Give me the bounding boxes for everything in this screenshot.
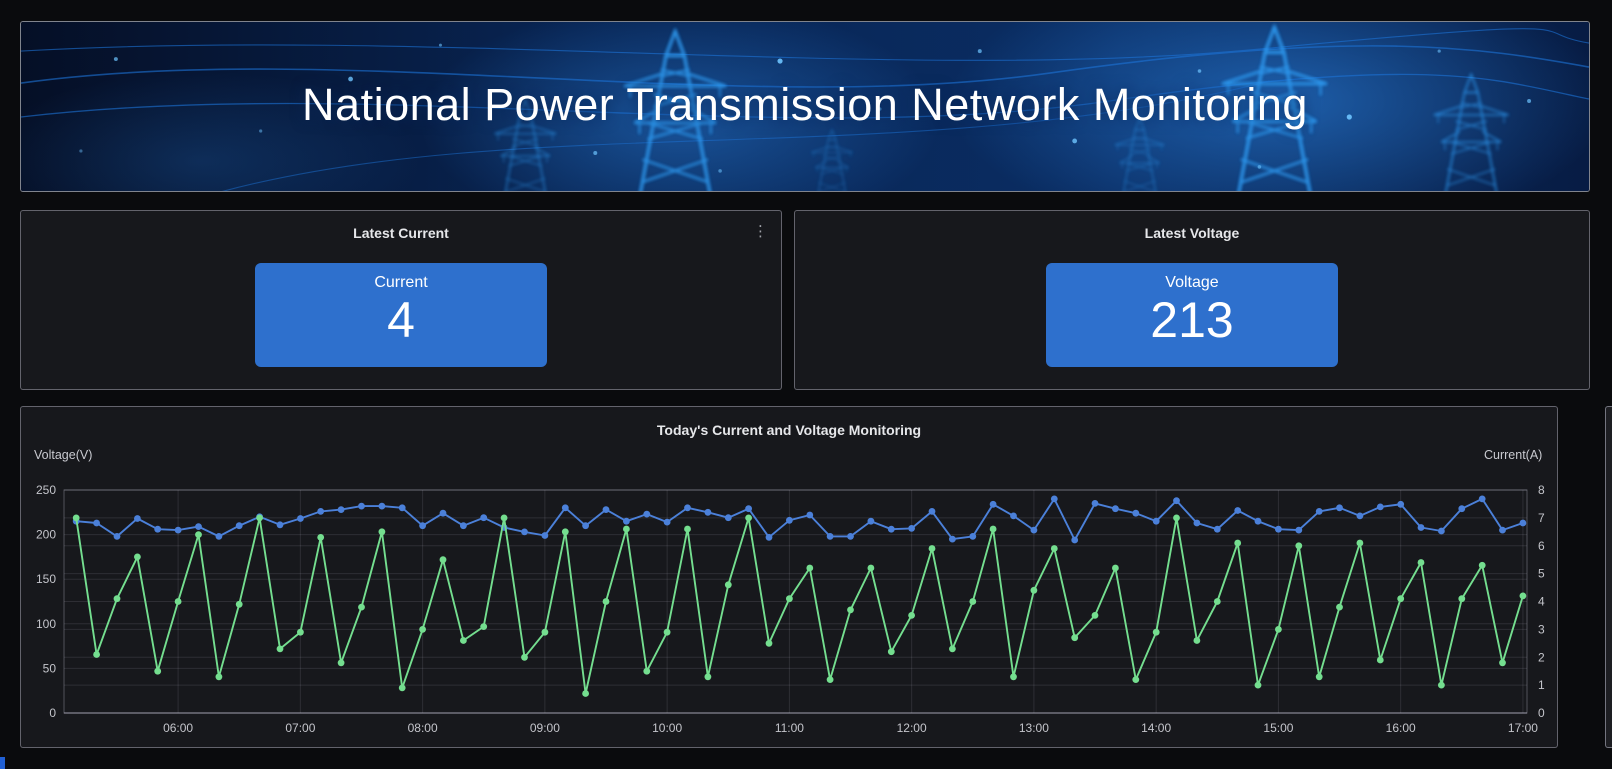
panel-title-latest-current: Latest Current xyxy=(353,225,449,241)
panel-menu-icon[interactable]: ⋮ xyxy=(753,223,768,240)
svg-text:12:00: 12:00 xyxy=(897,721,927,735)
svg-text:250: 250 xyxy=(36,483,56,497)
window-corner-artifact xyxy=(0,757,5,769)
svg-text:11:00: 11:00 xyxy=(775,721,804,735)
banner-image xyxy=(21,22,1589,191)
svg-text:200: 200 xyxy=(36,528,56,542)
current-series xyxy=(72,514,1527,697)
svg-text:5: 5 xyxy=(1538,567,1545,581)
svg-text:8: 8 xyxy=(1538,483,1545,497)
svg-text:15:00: 15:00 xyxy=(1263,721,1293,735)
svg-text:50: 50 xyxy=(43,661,57,675)
svg-text:6: 6 xyxy=(1538,539,1545,553)
timeseries-panel: Today's Current and Voltage Monitoring 0… xyxy=(20,406,1558,748)
svg-text:150: 150 xyxy=(36,572,56,586)
voltage-stat-value: 213 xyxy=(1150,292,1234,348)
svg-text:13:00: 13:00 xyxy=(1019,721,1049,735)
svg-text:4: 4 xyxy=(1538,595,1545,609)
right-axis-title: Current(A) xyxy=(1484,448,1542,462)
banner-panel: National Power Transmission Network Moni… xyxy=(20,21,1590,192)
svg-text:08:00: 08:00 xyxy=(408,721,438,735)
svg-text:2: 2 xyxy=(1538,650,1545,664)
offscreen-panel-edge xyxy=(1605,406,1612,748)
svg-text:7: 7 xyxy=(1538,511,1545,525)
latest-current-panel: Latest Current ⋮ Current 4 xyxy=(20,210,782,390)
svg-text:3: 3 xyxy=(1538,622,1545,636)
svg-text:16:00: 16:00 xyxy=(1386,721,1416,735)
panel-title-latest-voltage: Latest Voltage xyxy=(1144,225,1240,241)
current-stat-value: 4 xyxy=(387,292,415,348)
axis-tick-labels: 0 50 100 150 200 250 0 1 2 3 4 5 6 7 8 06:00 07:00 08:00 0… xyxy=(36,483,1545,735)
latest-voltage-panel: Latest Voltage Voltage 213 xyxy=(794,210,1590,390)
panel-title-chart: Today's Current and Voltage Monitoring xyxy=(656,422,922,438)
current-stat-tile: Current 4 xyxy=(255,263,547,367)
svg-text:09:00: 09:00 xyxy=(530,721,560,735)
svg-text:0: 0 xyxy=(49,706,56,720)
svg-text:14:00: 14:00 xyxy=(1141,721,1171,735)
svg-text:07:00: 07:00 xyxy=(285,721,315,735)
svg-text:17:00: 17:00 xyxy=(1508,721,1538,735)
voltage-stat-tile: Voltage 213 xyxy=(1046,263,1338,367)
svg-text:0: 0 xyxy=(1538,706,1545,720)
svg-text:06:00: 06:00 xyxy=(163,721,193,735)
left-axis-title: Voltage(V) xyxy=(34,448,92,462)
svg-text:10:00: 10:00 xyxy=(652,721,682,735)
current-stat-label: Current xyxy=(374,274,428,291)
dashboard-title: National Power Transmission Network Moni… xyxy=(302,78,1308,130)
svg-text:1: 1 xyxy=(1538,678,1545,692)
voltage-series xyxy=(72,495,1527,544)
voltage-stat-label: Voltage xyxy=(1165,274,1219,291)
svg-text:100: 100 xyxy=(36,617,56,631)
timeseries-chart[interactable]: 0 50 100 150 200 250 0 1 2 3 4 5 6 7 8 06:00 07:00 08:00 0… xyxy=(21,407,1558,748)
